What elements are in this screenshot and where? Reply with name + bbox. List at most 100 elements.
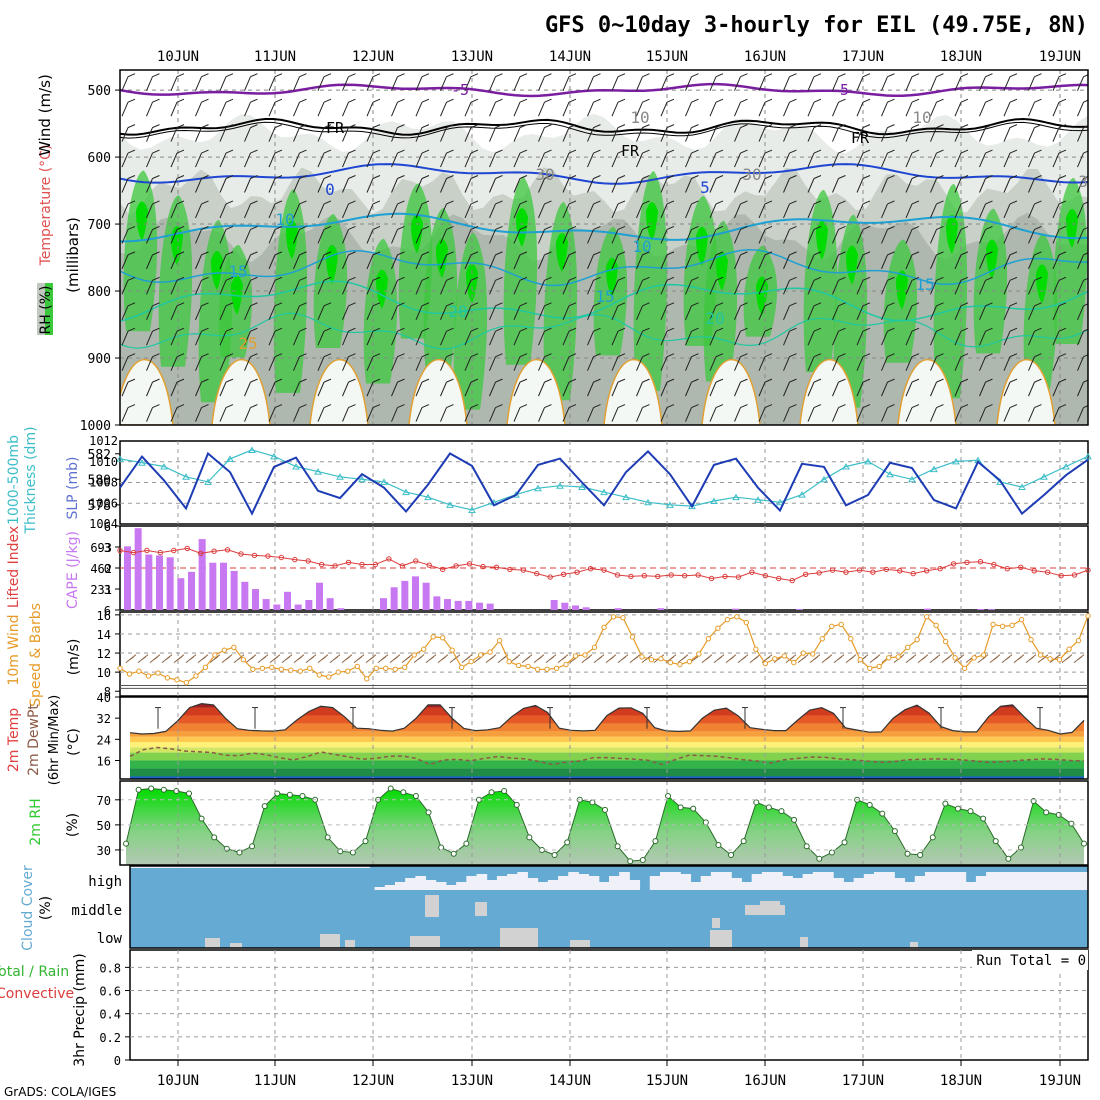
upper-wind-barb xyxy=(170,251,185,270)
upper-wind-barb xyxy=(587,225,601,244)
upper-wind-barb xyxy=(709,175,724,193)
upper-wind-barb xyxy=(783,149,797,168)
upper-wind-barb xyxy=(317,73,332,91)
upper-wind-barb xyxy=(219,327,234,346)
thickness-marker xyxy=(666,501,674,508)
upper-wind-barb xyxy=(685,378,699,397)
upper-wind-barb xyxy=(195,175,209,193)
upper-wind-barb xyxy=(587,175,601,193)
upper-wind-barb xyxy=(170,353,185,371)
cape-bar xyxy=(796,609,803,610)
lifted-index-marker xyxy=(749,569,755,575)
lifted-index-marker xyxy=(870,569,876,575)
wind-speed-marker xyxy=(990,621,996,628)
upper-wind-barb xyxy=(636,149,650,168)
upper-wind-barb xyxy=(979,378,993,397)
upper-wind-barb xyxy=(195,225,209,244)
wind-speed-marker xyxy=(449,647,455,653)
upper-wind-barb xyxy=(660,353,675,371)
upper-wind-barb xyxy=(146,149,160,168)
wind-speed-marker xyxy=(639,654,645,660)
upper-wind-barb xyxy=(930,175,944,193)
upper-wind-barb xyxy=(121,404,136,422)
upper-wind-barb xyxy=(219,200,234,219)
upper-wind-barb xyxy=(146,251,160,270)
wind-speed-marker xyxy=(582,652,588,658)
upper-wind-barb xyxy=(611,200,626,219)
upper-wind-barb xyxy=(317,200,332,219)
wind-speed-marker xyxy=(506,658,512,665)
lifted-index-marker xyxy=(964,559,970,566)
upper-wind-barb xyxy=(415,175,430,193)
wind-speed-marker xyxy=(696,651,702,657)
upper-wind-barb xyxy=(219,149,234,168)
wind-barb xyxy=(305,654,317,663)
cloud-high-block xyxy=(1026,872,1038,890)
upper-wind-barb xyxy=(538,73,552,91)
wind-barb xyxy=(257,654,269,663)
bottom-date-label: 14JUN xyxy=(549,1073,591,1089)
wind-speed-marker xyxy=(240,657,247,663)
wind-ytick-label: 14 xyxy=(97,628,111,642)
cloud-high-block xyxy=(721,872,732,890)
upper-wind-barb xyxy=(219,175,234,193)
upper-wind-barb xyxy=(440,302,454,320)
upper-wind-barb xyxy=(195,73,209,91)
rh-green-blob xyxy=(633,171,668,391)
upper-wind-barb xyxy=(562,200,577,219)
wind-speed-marker xyxy=(952,655,958,661)
upper-wind-barb xyxy=(1003,353,1018,371)
upper-wind-barb xyxy=(979,276,993,295)
upper-wind-barb xyxy=(783,404,797,422)
upper-wind-barb xyxy=(440,353,454,371)
upper-wind-barb xyxy=(513,98,528,117)
cloud-high-block xyxy=(924,872,936,890)
upper-wind-barb xyxy=(293,200,307,219)
upper-wind-barb xyxy=(121,124,136,142)
wind-speed-marker xyxy=(810,651,816,657)
thickness-marker xyxy=(292,463,300,470)
wind-speed-marker xyxy=(1028,636,1034,643)
wind-speed-marker xyxy=(1047,656,1053,662)
upper-wind-barb xyxy=(464,378,479,397)
upper-wind-barb xyxy=(611,251,626,270)
upper-wind-barb xyxy=(562,98,577,117)
thickness-slp-panel: 582 580 578 1012 1010 1008 1006 1004 xyxy=(88,434,1092,531)
thickness-marker xyxy=(556,482,564,489)
wind-speed-marker xyxy=(269,664,275,671)
wind-barb xyxy=(797,654,809,663)
upper-wind-barb xyxy=(293,276,307,295)
lifted-index-marker xyxy=(1071,572,1078,578)
upper-wind-barb xyxy=(440,124,454,142)
upper-wind-barb xyxy=(783,200,797,219)
upper-wind-barb xyxy=(146,276,160,295)
wind-barb xyxy=(749,654,761,663)
upper-wind-barb xyxy=(1028,124,1042,142)
upper-ytick-label: 800 xyxy=(88,285,111,300)
temp-band xyxy=(130,752,1084,761)
contour-label: 10 xyxy=(275,210,294,229)
upper-wind-barb xyxy=(1077,201,1088,219)
thickness-ylabel: 1000-500mb xyxy=(6,435,22,525)
wind-speed-marker xyxy=(439,635,446,641)
cloud-high-block xyxy=(965,882,977,890)
wind-speed-marker xyxy=(402,664,408,671)
thickness-marker xyxy=(820,475,828,483)
upper-wind-barb xyxy=(685,175,699,193)
cloud-high-block xyxy=(415,876,427,890)
lifted-index-marker xyxy=(305,558,311,564)
upper-wind-barb xyxy=(636,404,650,422)
rh-bright-blob xyxy=(816,220,828,260)
upper-wind-barb xyxy=(930,98,944,117)
precip-ylabel: 3hr Precip (mm) xyxy=(72,953,88,1066)
rh-green-blob xyxy=(1023,233,1058,389)
upper-wind-barb xyxy=(587,378,601,397)
upper-wind-barb xyxy=(146,124,160,142)
wind-barb xyxy=(281,654,293,663)
upper-wind-barb xyxy=(856,276,871,295)
upper-wind-barb xyxy=(587,276,601,295)
upper-wind-barb xyxy=(734,378,748,397)
cloud-high-block xyxy=(568,872,579,890)
grads-credit: GrADS: COLA/IGES xyxy=(4,1085,116,1099)
rh-bright-blob xyxy=(211,251,223,291)
